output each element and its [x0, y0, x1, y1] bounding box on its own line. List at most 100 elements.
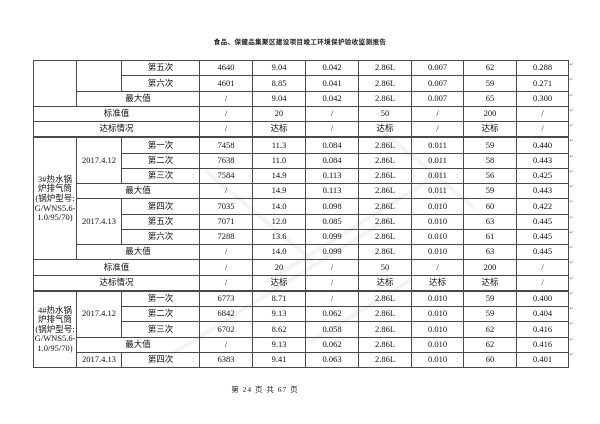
value-cell: /	[305, 290, 359, 307]
value-cell: 0.098	[305, 198, 359, 215]
compliance-label: 达标情况	[33, 121, 200, 139]
paragraph-mark-icon: ↵	[569, 76, 575, 84]
compliance-status: /	[516, 274, 569, 292]
max-value-label: 最大值	[76, 243, 200, 261]
value-cell: 7584	[199, 167, 253, 185]
value-cell: /	[199, 105, 253, 123]
compliance-status: 达标	[252, 121, 306, 139]
value-cell: 0.058	[305, 321, 359, 338]
value-cell: 0.010	[411, 228, 464, 246]
value-cell: 0.401	[516, 351, 569, 369]
value-cell: 0.010	[411, 198, 464, 215]
paragraph-marks: ↵ ↵ ↵ ↵ ↵ ↵ ↵ ↵ ↵ ↵ ↵ ↵ ↵ ↵ ↵ ↵ ↵ ↵ ↵ ↵	[569, 60, 581, 365]
paragraph-mark-icon: ↵	[569, 152, 575, 160]
value-cell: 0.425	[516, 167, 569, 185]
compliance-label: 达标情况	[33, 274, 200, 292]
value-cell: 0.011	[411, 167, 464, 185]
value-cell: 8.62	[252, 321, 306, 338]
paragraph-mark-icon: ↵	[569, 91, 575, 99]
value-cell: 7071	[199, 213, 253, 230]
compliance-status: /	[411, 121, 464, 139]
value-cell: 0.099	[305, 243, 359, 261]
value-cell: 0.422	[516, 198, 569, 215]
value-cell: 0.062	[305, 305, 359, 323]
compliance-status: 达标	[463, 121, 517, 139]
value-cell: 7288	[199, 228, 253, 246]
paragraph-mark-icon: ↵	[569, 228, 575, 236]
value-cell: 9.13	[252, 336, 306, 353]
paragraph-mark-icon: ↵	[569, 137, 575, 145]
compliance-status: /	[199, 121, 253, 139]
value-cell: 62	[463, 321, 517, 338]
value-cell: 2.86L	[358, 321, 412, 338]
value-cell: 9.04	[252, 90, 306, 107]
value-cell: 0.010	[411, 351, 464, 369]
value-cell: 14.9	[252, 167, 306, 185]
value-cell: 2.86L	[358, 305, 412, 323]
sample-round: 第六次	[121, 228, 200, 246]
paragraph-mark-icon: ↵	[569, 61, 575, 68]
value-cell: /	[199, 90, 253, 107]
value-cell: 6842	[199, 305, 253, 323]
sample-round: 第四次	[121, 198, 200, 215]
value-cell: 58	[463, 152, 517, 169]
boiler-label-cell: 4#热水锅炉排气筒(锅炉型号:G/WNS5.6-1.0/95/70)	[33, 290, 77, 368]
value-cell: 2.86L	[358, 182, 412, 200]
table-row: 第五次 4640 9.04 0.042 2.86L 0.007 62 0.288	[33, 59, 569, 107]
value-cell: 2.86L	[358, 75, 412, 92]
value-cell: 59	[463, 290, 517, 307]
value-cell: 0.011	[411, 152, 464, 169]
value-cell: 2.86L	[358, 152, 412, 169]
value-cell: 0.416	[516, 336, 569, 353]
value-cell: 4640	[199, 59, 253, 77]
value-cell: 0.010	[411, 213, 464, 230]
value-cell: 50	[358, 259, 412, 276]
value-cell: 59	[463, 136, 517, 154]
compliance-status: 达标	[411, 274, 464, 292]
sample-round: 第六次	[121, 75, 200, 92]
value-cell: 50	[358, 105, 412, 123]
value-cell: 0.113	[305, 167, 359, 185]
value-cell: 6383	[199, 351, 253, 369]
max-value-label: 最大值	[76, 90, 200, 107]
table-row: 2017.4.13 第四次 6383 9.41 0.063 2.86L 0.010 60 0.4…	[34, 351, 569, 369]
value-cell: 9.41	[252, 351, 306, 369]
table-row: 达标情况 / 达标 / 达标 达标 达标 /	[33, 274, 569, 292]
table-row: 3#热水锅炉排气筒(锅炉型号:G/WNS5.6-1.0/95/70) 2017.4…	[33, 136, 569, 261]
sample-round: 第四次	[121, 351, 200, 369]
compliance-status: /	[516, 121, 569, 139]
value-cell: 0.007	[411, 90, 464, 107]
value-cell: 0.010	[411, 243, 464, 261]
sample-round: 第五次	[121, 59, 200, 77]
value-cell: 0.400	[516, 290, 569, 307]
value-cell: 59	[463, 75, 517, 92]
table-row: 最大值/14.9 0.113 2.86L 0.011 59 0.443	[34, 182, 569, 200]
paragraph-mark-icon: ↵	[569, 289, 575, 297]
compliance-status: 达标	[358, 274, 412, 292]
value-cell: 56	[463, 167, 517, 185]
value-cell: 59	[463, 182, 517, 200]
table-row: 4#热水锅炉排气筒(锅炉型号:G/WNS5.6-1.0/95/70) 2017.4…	[33, 290, 569, 368]
value-cell: 20	[252, 259, 306, 276]
standard-value-label: 标准值	[33, 105, 200, 123]
value-cell: 2.86L	[358, 136, 412, 154]
value-cell: 0.440	[516, 136, 569, 154]
value-cell: 14.0	[252, 198, 306, 215]
value-cell: /	[199, 336, 253, 353]
value-cell: 0.445	[516, 243, 569, 261]
paragraph-mark-icon: ↵	[569, 122, 575, 129]
value-cell: 2.86L	[358, 228, 412, 246]
value-cell: 2.86L	[358, 90, 412, 107]
max-value-label: 最大值	[76, 336, 200, 353]
value-cell: 0.404	[516, 305, 569, 323]
value-cell: 0.011	[411, 136, 464, 154]
sample-round: 第一次	[121, 136, 200, 154]
sample-round: 第三次	[121, 321, 200, 338]
table-row: 最大值/9.13 0.062 2.86L 0.010 62 0.416	[34, 336, 569, 353]
value-cell: 0.271	[516, 75, 569, 92]
value-cell: 0.445	[516, 213, 569, 230]
value-cell: 2.86L	[358, 198, 412, 215]
compliance-status: /	[199, 274, 253, 292]
paragraph-mark-icon: ↵	[569, 106, 575, 114]
sample-round: 第二次	[121, 305, 200, 323]
